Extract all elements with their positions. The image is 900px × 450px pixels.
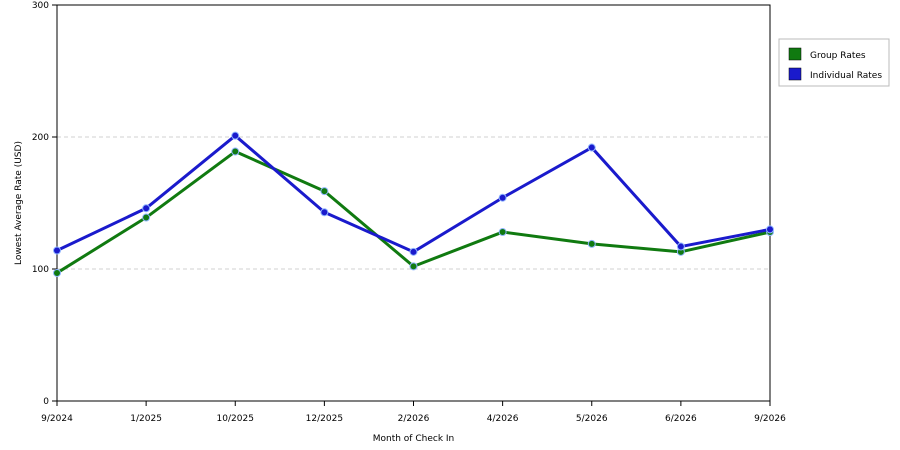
y-tick-label: 300 <box>32 1 49 11</box>
data-point <box>231 131 240 140</box>
y-tick-label: 200 <box>32 133 49 143</box>
series-0 <box>53 147 774 277</box>
data-point <box>142 204 151 213</box>
data-point <box>320 208 329 217</box>
x-tick-label: 9/2026 <box>754 414 786 424</box>
y-axis: 0 100 200 300 <box>32 1 57 407</box>
x-tick-label: 2/2026 <box>398 414 430 424</box>
legend-swatch <box>788 47 802 61</box>
x-tick-label: 12/2025 <box>306 414 343 424</box>
data-point <box>409 247 418 256</box>
data-point <box>231 147 240 156</box>
data-point <box>676 242 685 251</box>
data-point <box>409 262 418 271</box>
data-point <box>320 187 329 196</box>
x-tick-label: 4/2026 <box>487 414 519 424</box>
x-axis-title: Month of Check In <box>373 434 455 444</box>
data-point <box>587 143 596 152</box>
x-tick-label: 5/2026 <box>576 414 608 424</box>
series-1 <box>53 131 774 256</box>
data-point <box>498 228 507 237</box>
legend-box <box>778 38 890 87</box>
legend-label: Group Rates <box>810 51 866 61</box>
x-axis: 9/2024 1/2025 10/2025 12/2025 2/2026 4/2026 5/… <box>41 401 786 424</box>
y-tick-label: 100 <box>32 265 49 275</box>
series-line <box>56 134 771 254</box>
x-tick-label: 10/2025 <box>217 414 254 424</box>
data-point <box>587 239 596 248</box>
legend-label: Individual Rates <box>810 71 882 81</box>
data-point <box>53 246 61 255</box>
data-point <box>53 268 61 277</box>
series-lines <box>53 131 774 277</box>
x-tick-label: 6/2026 <box>665 414 697 424</box>
y-axis-title: Lowest Average Rate (USD) <box>14 141 24 265</box>
legend-swatch <box>788 67 802 81</box>
y-tick-label: 0 <box>43 397 49 407</box>
x-tick-label: 9/2024 <box>41 414 73 424</box>
legend: Group Rates Individual Rates <box>778 38 890 87</box>
x-tick-label: 1/2025 <box>130 414 162 424</box>
data-point <box>766 225 774 234</box>
data-point <box>498 193 507 202</box>
data-point <box>142 213 151 222</box>
